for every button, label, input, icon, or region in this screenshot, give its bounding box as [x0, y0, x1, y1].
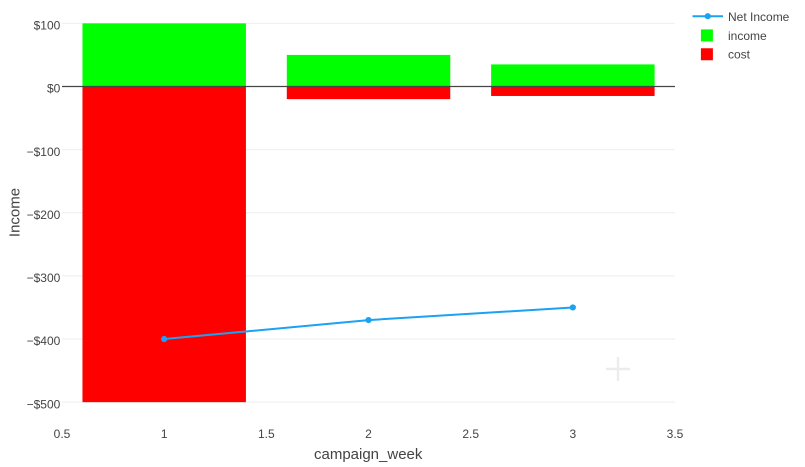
- svg-text:0.5: 0.5: [54, 427, 71, 441]
- svg-text:2.5: 2.5: [462, 427, 479, 441]
- svg-text:$100: $100: [34, 19, 61, 33]
- svg-text:campaign_week: campaign_week: [314, 446, 423, 463]
- svg-text:3: 3: [569, 427, 576, 441]
- svg-text:cost: cost: [728, 48, 751, 62]
- svg-text:$0: $0: [47, 82, 61, 96]
- svg-text:−$100: −$100: [27, 145, 61, 159]
- svg-text:1: 1: [161, 427, 168, 441]
- svg-text:−$400: −$400: [27, 334, 61, 348]
- svg-text:−$500: −$500: [27, 397, 61, 411]
- svg-text:Income: Income: [6, 188, 23, 237]
- svg-text:−$300: −$300: [27, 271, 61, 285]
- svg-text:income: income: [728, 29, 767, 43]
- svg-text:3.5: 3.5: [667, 427, 684, 441]
- svg-text:Net Income: Net Income: [728, 10, 790, 24]
- svg-text:1.5: 1.5: [258, 427, 275, 441]
- svg-text:2: 2: [365, 427, 372, 441]
- svg-text:−$200: −$200: [27, 208, 61, 222]
